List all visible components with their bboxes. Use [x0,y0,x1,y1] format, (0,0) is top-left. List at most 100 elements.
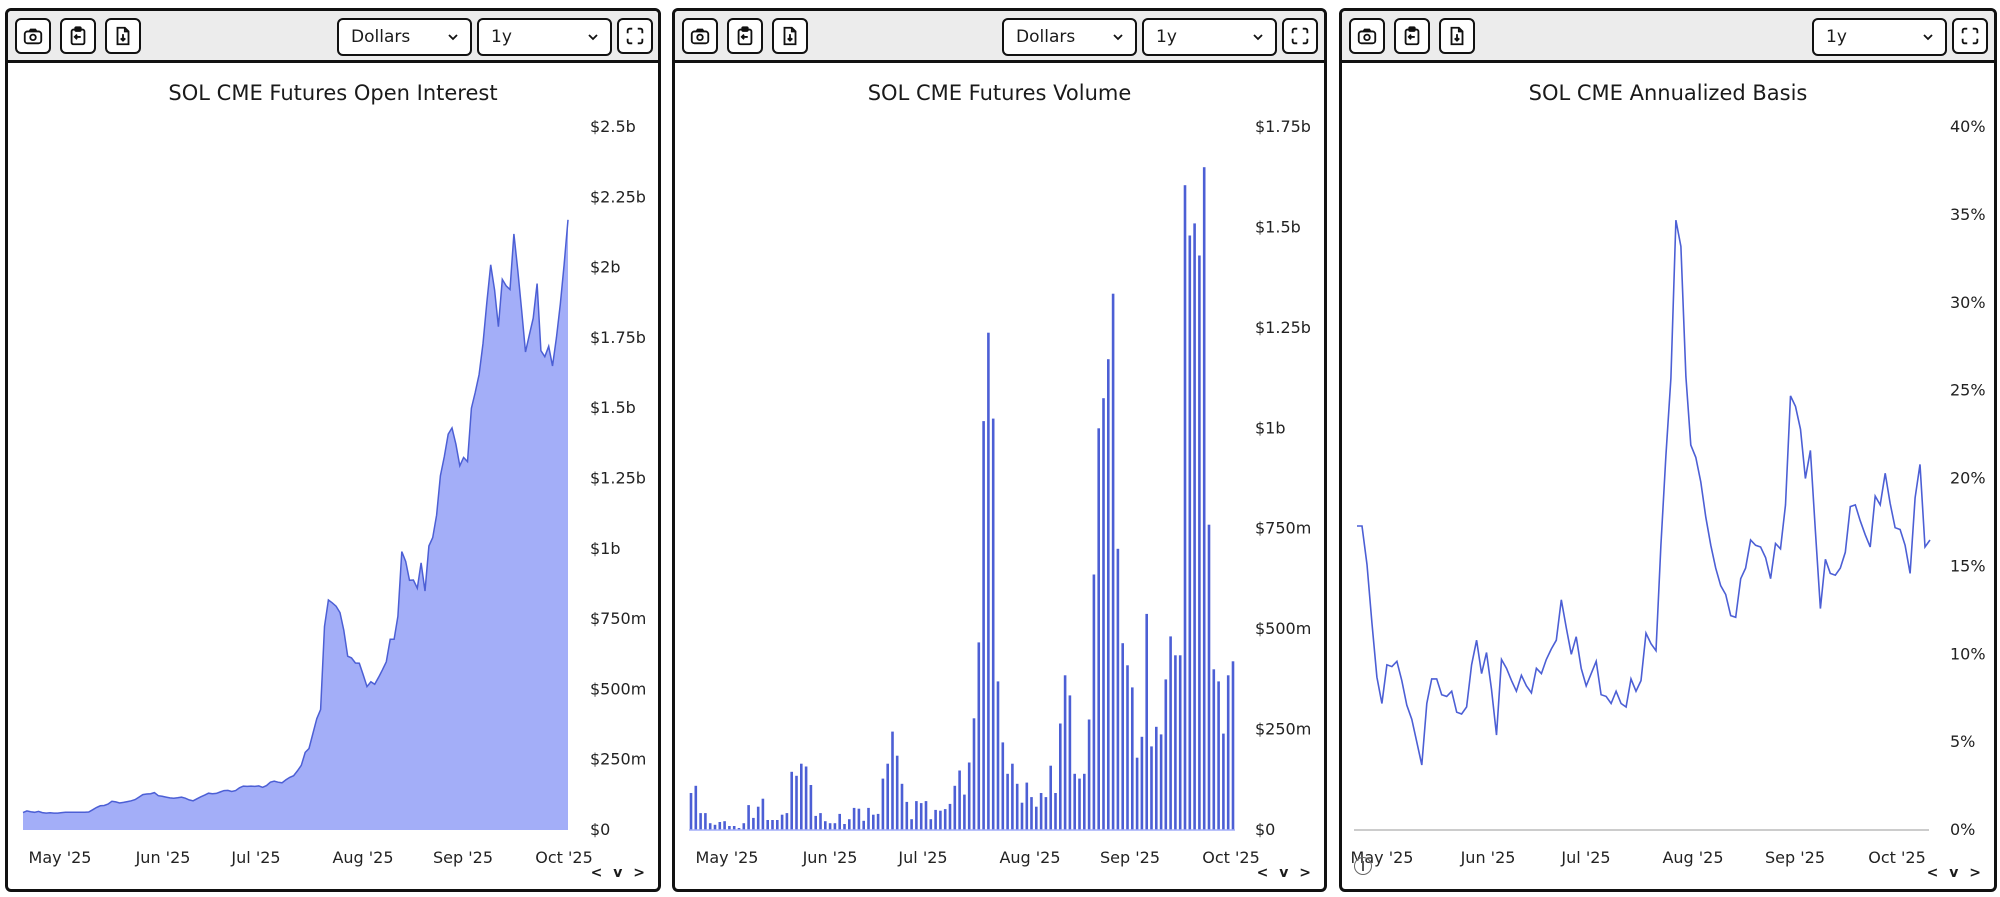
fullscreen-button[interactable] [1282,18,1318,54]
open-interest-area-chart[interactable]: $0 $250m $500m $750m $1b $1.25b $1.5b $1.75b $2b… [8,11,658,891]
copy-button[interactable] [1394,18,1430,54]
volume-bar [1087,719,1091,830]
volume-bar [982,421,985,830]
volume-bar [1030,797,1033,830]
volume-bar [910,819,913,830]
volume-bar [1063,675,1067,830]
volume-bar [699,813,702,830]
volume-bar [915,801,918,830]
expand-icon [626,27,644,45]
volume-bar [1207,524,1211,830]
download-button[interactable] [772,18,808,54]
y-axis-tick-label: $500m [590,679,646,698]
range-select[interactable]: 1y [1812,18,1947,56]
volume-bar [1121,643,1124,830]
y-axis-tick-label: 25% [1950,381,1986,400]
x-axis-tick-label: Sep '25 [1100,848,1160,867]
volume-bar [790,771,793,830]
volume-bar [1116,548,1120,830]
volume-bar [895,755,899,830]
volume-bar [795,775,798,830]
volume-bar [756,806,760,830]
volume-bar [900,783,904,830]
screenshot-button[interactable] [15,18,51,54]
volume-bar [704,813,707,830]
x-axis-tick-label: Jun '25 [802,848,858,867]
volume-bar [881,778,885,830]
chart-nav-controls[interactable]: < v > [1926,865,1984,881]
volume-bar [1044,797,1048,830]
annualized-basis-line-chart[interactable]: 0%5%10%15%20%25%30%35%40%May '25 Jun '25 J… [1342,11,1997,891]
x-axis-tick-label: May '25 [696,848,759,867]
x-axis-tick-label: Jul '25 [230,848,280,867]
volume-bar [1222,733,1225,830]
unit-select[interactable]: Dollars [1002,18,1137,56]
volume-bar [1006,773,1009,830]
volume-bar [876,813,880,830]
volume-bar [1178,655,1182,830]
volume-bar [689,793,693,830]
volume-bar [934,809,937,830]
download-button[interactable] [105,18,141,54]
volume-bar [718,822,722,830]
area-line [22,219,569,814]
range-select-value: 1y [1156,27,1177,47]
volume-bar [905,801,909,830]
camera-icon [690,28,710,45]
volume-bar [814,815,817,830]
expand-icon [1961,27,1979,45]
volume-bar [843,824,846,830]
volume-bar [1011,763,1014,830]
volume-bar [1049,765,1052,830]
y-axis-tick-label: 5% [1950,732,1975,751]
x-axis-tick-label: Aug '25 [999,848,1060,867]
volume-bar [1068,695,1072,830]
volume-bar [848,819,851,830]
y-axis-tick-label: 40% [1950,117,1986,136]
download-button[interactable] [1439,18,1475,54]
volume-bar [1183,185,1187,830]
y-axis-tick-label: $2.25b [590,187,646,206]
clipboard-copy-icon [70,26,86,46]
volume-bar [991,418,995,830]
volume-bar [1135,757,1139,830]
y-axis-tick-label: $1.25b [1255,318,1311,337]
volume-bar [708,823,712,830]
range-select[interactable]: 1y [477,18,612,56]
copy-button[interactable] [727,18,763,54]
screenshot-button[interactable] [682,18,718,54]
volume-bar [948,803,952,830]
y-axis-tick-label: $1b [590,539,621,558]
screenshot-button[interactable] [1349,18,1385,54]
y-axis-tick-label: $250m [590,750,646,769]
camera-icon [23,28,43,45]
chevron-down-icon [588,34,598,41]
volume-bar [1126,665,1129,830]
y-axis-tick-label: $2.5b [590,117,636,136]
volume-bar [728,826,731,830]
chevron-down-icon [448,34,458,41]
chart-nav-controls[interactable]: < v > [590,865,648,881]
volume-bar [872,814,875,830]
fullscreen-button[interactable] [1952,18,1988,54]
x-axis-tick-label: Jul '25 [1560,848,1610,867]
volume-bar [891,731,894,830]
volume-bar [977,642,981,830]
copy-button[interactable] [60,18,96,54]
volume-bar [1202,167,1206,830]
volume-bar [1025,782,1029,830]
volume-panel: Dollars 1y SOL CME Futures Volume $0 $250… [672,8,1327,892]
volume-bar [1140,736,1144,830]
volume-bar-chart[interactable]: $0 $250m $500m $750m $1b $1.25b $1.5b $1.75b May… [675,11,1325,891]
info-icon[interactable] [1354,857,1372,875]
chart-nav-controls[interactable]: < v > [1256,865,1314,881]
y-axis-tick-label: $1.75b [1255,117,1311,136]
volume-bar [752,817,755,830]
volume-bar [828,823,832,830]
volume-bar [1193,223,1196,830]
unit-select[interactable]: Dollars [337,18,472,56]
chart-title: SOL CME Annualized Basis [1528,81,1808,105]
fullscreen-button[interactable] [617,18,653,54]
range-select[interactable]: 1y [1142,18,1277,56]
chart-title: SOL CME Futures Volume [867,81,1132,105]
